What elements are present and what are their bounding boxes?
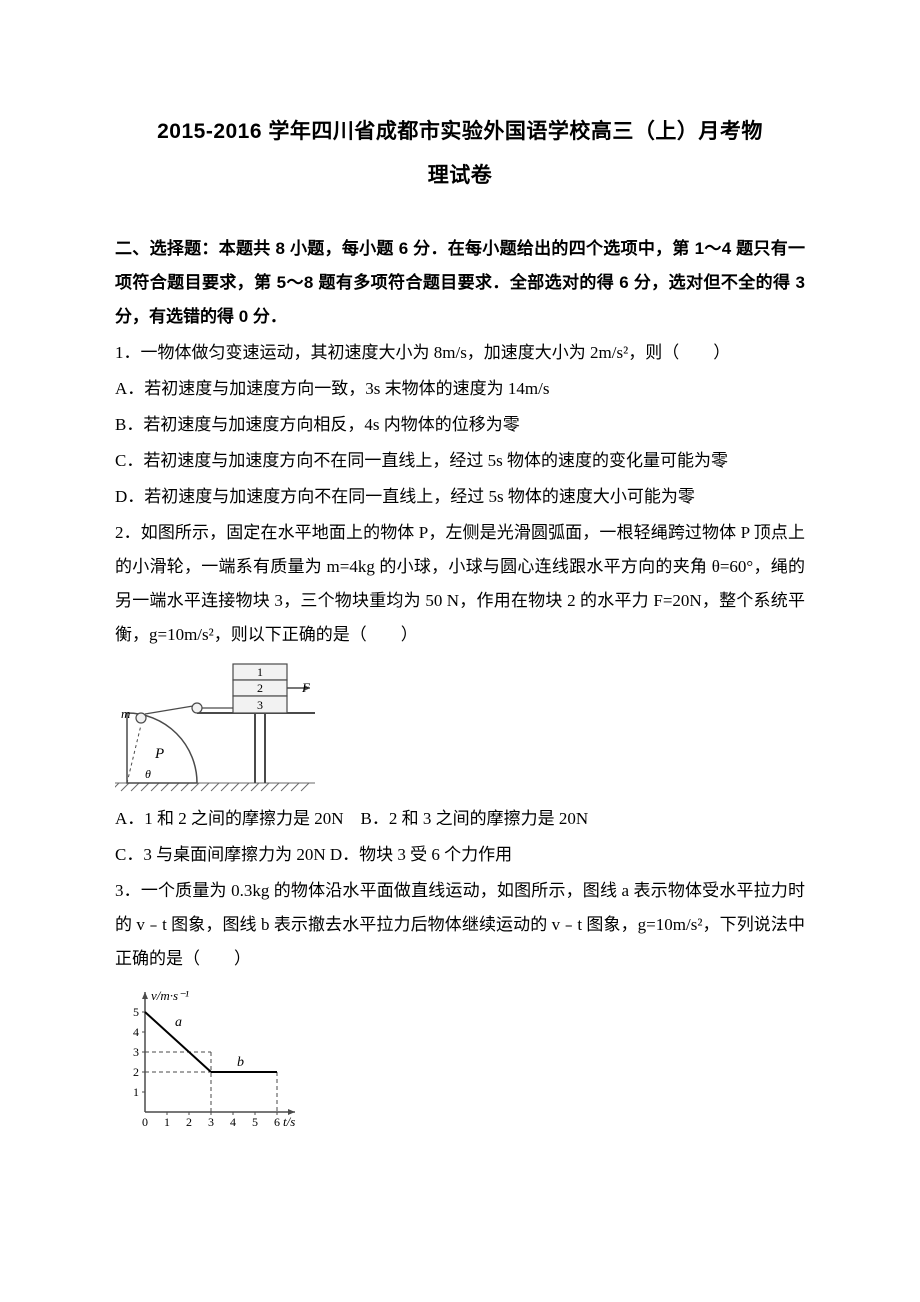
q1-option-D: D．若初速度与加速度方向不在同一直线上，经过 5s 物体的速度大小可能为零	[115, 480, 805, 514]
title-line-1: 2015-2016 学年四川省成都市实验外国语学校高三（上）月考物	[115, 110, 805, 154]
q3-y2: 2	[133, 1065, 139, 1079]
q3-x2: 2	[186, 1115, 192, 1129]
q3-x6: 6	[274, 1115, 280, 1129]
q3-y1: 1	[133, 1085, 139, 1099]
q3-x1: 1	[164, 1115, 170, 1129]
q2-F-text: F	[301, 680, 311, 695]
q3-x5: 5	[252, 1115, 258, 1129]
q3-y4: 4	[133, 1025, 139, 1039]
q2-options-CD: C．3 与桌面间摩擦力为 20N D．物块 3 受 6 个力作用	[115, 838, 805, 872]
q3-y3: 3	[133, 1045, 139, 1059]
q2-stem: 2．如图所示，固定在水平地面上的物体 P，左侧是光滑圆弧面，一根轻绳跨过物体 P…	[115, 516, 805, 652]
q2-m-label: m	[121, 706, 130, 721]
q3-b-label: b	[237, 1055, 244, 1070]
q3-x0: 0	[142, 1115, 148, 1129]
q2-theta-label: θ	[145, 767, 151, 781]
q2-figure-svg: m P θ 1 2 3 F	[115, 658, 315, 798]
title-line-2: 理试卷	[115, 154, 805, 198]
q1-option-A: A．若初速度与加速度方向一致，3s 末物体的速度为 14m/s	[115, 372, 805, 406]
section-heading: 二、选择题：本题共 8 小题，每小题 6 分．在每小题给出的四个选项中，第 1～…	[115, 232, 805, 334]
q3-y5: 5	[133, 1005, 139, 1019]
q1-option-C: C．若初速度与加速度方向不在同一直线上，经过 5s 物体的速度的变化量可能为零	[115, 444, 805, 478]
q3-figure: v/m·s⁻¹ t/s a b 1 2 3 4 5 0 1 2 3 4 5 6	[115, 982, 805, 1132]
q1-option-B: B．若初速度与加速度方向相反，4s 内物体的位移为零	[115, 408, 805, 442]
q3-ylabel: v/m·s⁻¹	[151, 988, 189, 1003]
q3-figure-svg: v/m·s⁻¹ t/s a b 1 2 3 4 5 0 1 2 3 4 5 6	[115, 982, 305, 1132]
q2-P-label: P	[154, 746, 164, 762]
q3-a-label: a	[175, 1015, 182, 1030]
q3-xlabel: t/s	[283, 1114, 295, 1129]
q2-figure: m P θ 1 2 3 F	[115, 658, 805, 798]
q2-block1-label: 1	[257, 665, 263, 679]
q3-x3: 3	[208, 1115, 214, 1129]
q3-x4: 4	[230, 1115, 236, 1129]
q2-block2-label: 2	[257, 681, 263, 695]
q2-options-AB: A．1 和 2 之间的摩擦力是 20N B．2 和 3 之间的摩擦力是 20N	[115, 802, 805, 836]
q1-stem: 1．一物体做匀变速运动，其初速度大小为 8m/s，加速度大小为 2m/s²，则（…	[115, 336, 805, 370]
exam-page: 2015-2016 学年四川省成都市实验外国语学校高三（上）月考物 理试卷 二、…	[0, 0, 920, 1302]
q3-stem: 3．一个质量为 0.3kg 的物体沿水平面做直线运动，如图所示，图线 a 表示物…	[115, 874, 805, 976]
q2-block3-label: 3	[257, 698, 263, 712]
